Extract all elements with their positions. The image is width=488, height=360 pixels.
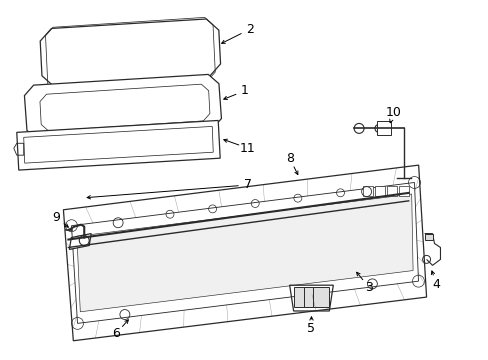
Polygon shape <box>24 75 221 140</box>
Text: 4: 4 <box>432 278 440 291</box>
Polygon shape <box>424 234 432 239</box>
Polygon shape <box>17 121 220 170</box>
Text: 6: 6 <box>112 327 120 340</box>
Polygon shape <box>386 186 396 196</box>
Polygon shape <box>77 194 412 312</box>
Text: 7: 7 <box>244 179 251 192</box>
Text: 8: 8 <box>285 152 293 165</box>
Polygon shape <box>293 287 309 307</box>
Polygon shape <box>69 234 91 249</box>
Polygon shape <box>362 186 372 196</box>
Polygon shape <box>40 19 220 87</box>
Polygon shape <box>303 287 319 307</box>
Text: 10: 10 <box>385 106 401 119</box>
Text: 2: 2 <box>245 23 253 36</box>
Text: 9: 9 <box>52 211 61 224</box>
Polygon shape <box>374 186 384 196</box>
Polygon shape <box>376 121 390 135</box>
Text: 5: 5 <box>307 322 315 336</box>
Text: 3: 3 <box>365 281 372 294</box>
Polygon shape <box>63 165 426 341</box>
Text: 1: 1 <box>241 84 248 97</box>
Polygon shape <box>313 287 328 307</box>
Text: 11: 11 <box>240 142 255 155</box>
Polygon shape <box>398 186 408 196</box>
